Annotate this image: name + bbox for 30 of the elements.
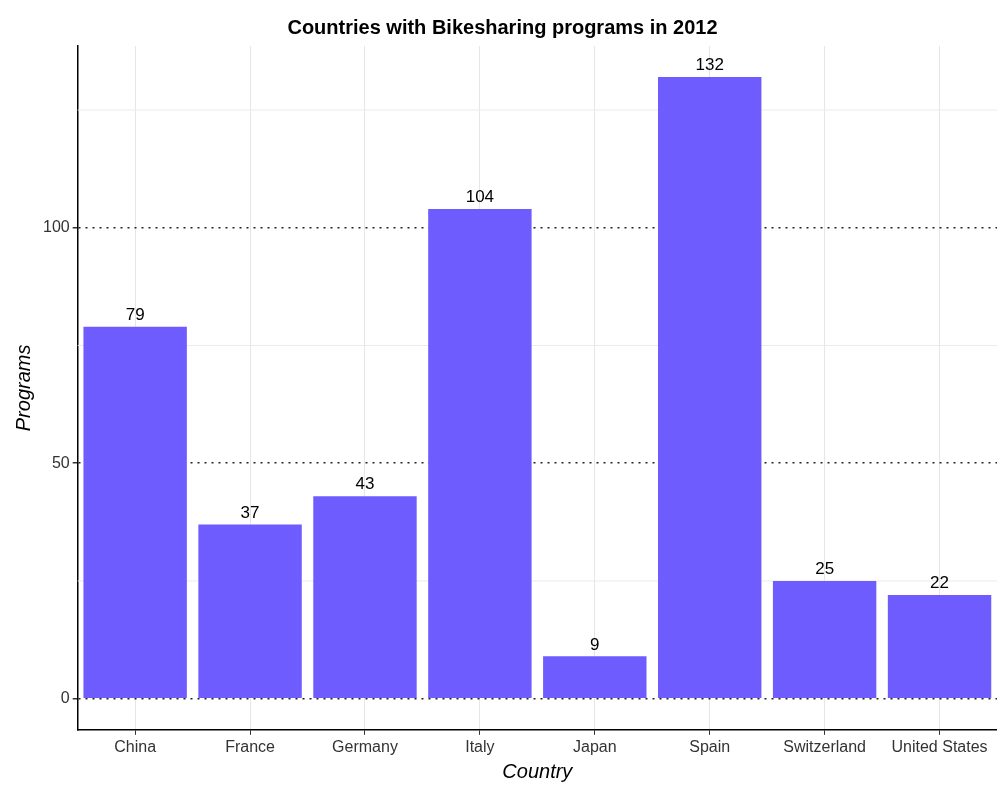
x-tick-label: Italy xyxy=(465,737,495,755)
data-label: 25 xyxy=(815,559,835,579)
bar xyxy=(198,524,302,698)
bar xyxy=(772,580,877,698)
data-label: 43 xyxy=(355,474,375,494)
x-tick-label: China xyxy=(114,737,157,755)
y-axis-title: Programs xyxy=(11,344,34,432)
x-tick-label: France xyxy=(225,737,276,755)
data-label: 9 xyxy=(590,634,600,654)
data-label: 132 xyxy=(695,55,724,75)
y-tick-label: 100 xyxy=(42,218,70,236)
y-tick-label: 0 xyxy=(60,689,70,707)
bar xyxy=(428,208,532,698)
chart-title: Countries with Bikesharing programs in 2012 xyxy=(287,15,718,38)
x-tick-label: United States xyxy=(891,737,988,755)
bar xyxy=(313,496,417,698)
data-label: 104 xyxy=(465,187,495,207)
x-tick-label: Spain xyxy=(689,737,731,755)
y-tick-label: 50 xyxy=(51,453,70,471)
x-tick-label: Germany xyxy=(332,737,398,755)
x-tick-label: Japan xyxy=(573,737,617,755)
data-label: 22 xyxy=(930,573,949,593)
data-label: 79 xyxy=(125,304,145,324)
bar xyxy=(83,326,187,698)
bar xyxy=(658,77,762,698)
x-tick-label: Switzerland xyxy=(783,737,866,755)
bar xyxy=(543,656,647,698)
x-axis-title: Country xyxy=(502,759,574,782)
data-label: 37 xyxy=(240,502,260,522)
bar xyxy=(887,595,992,698)
